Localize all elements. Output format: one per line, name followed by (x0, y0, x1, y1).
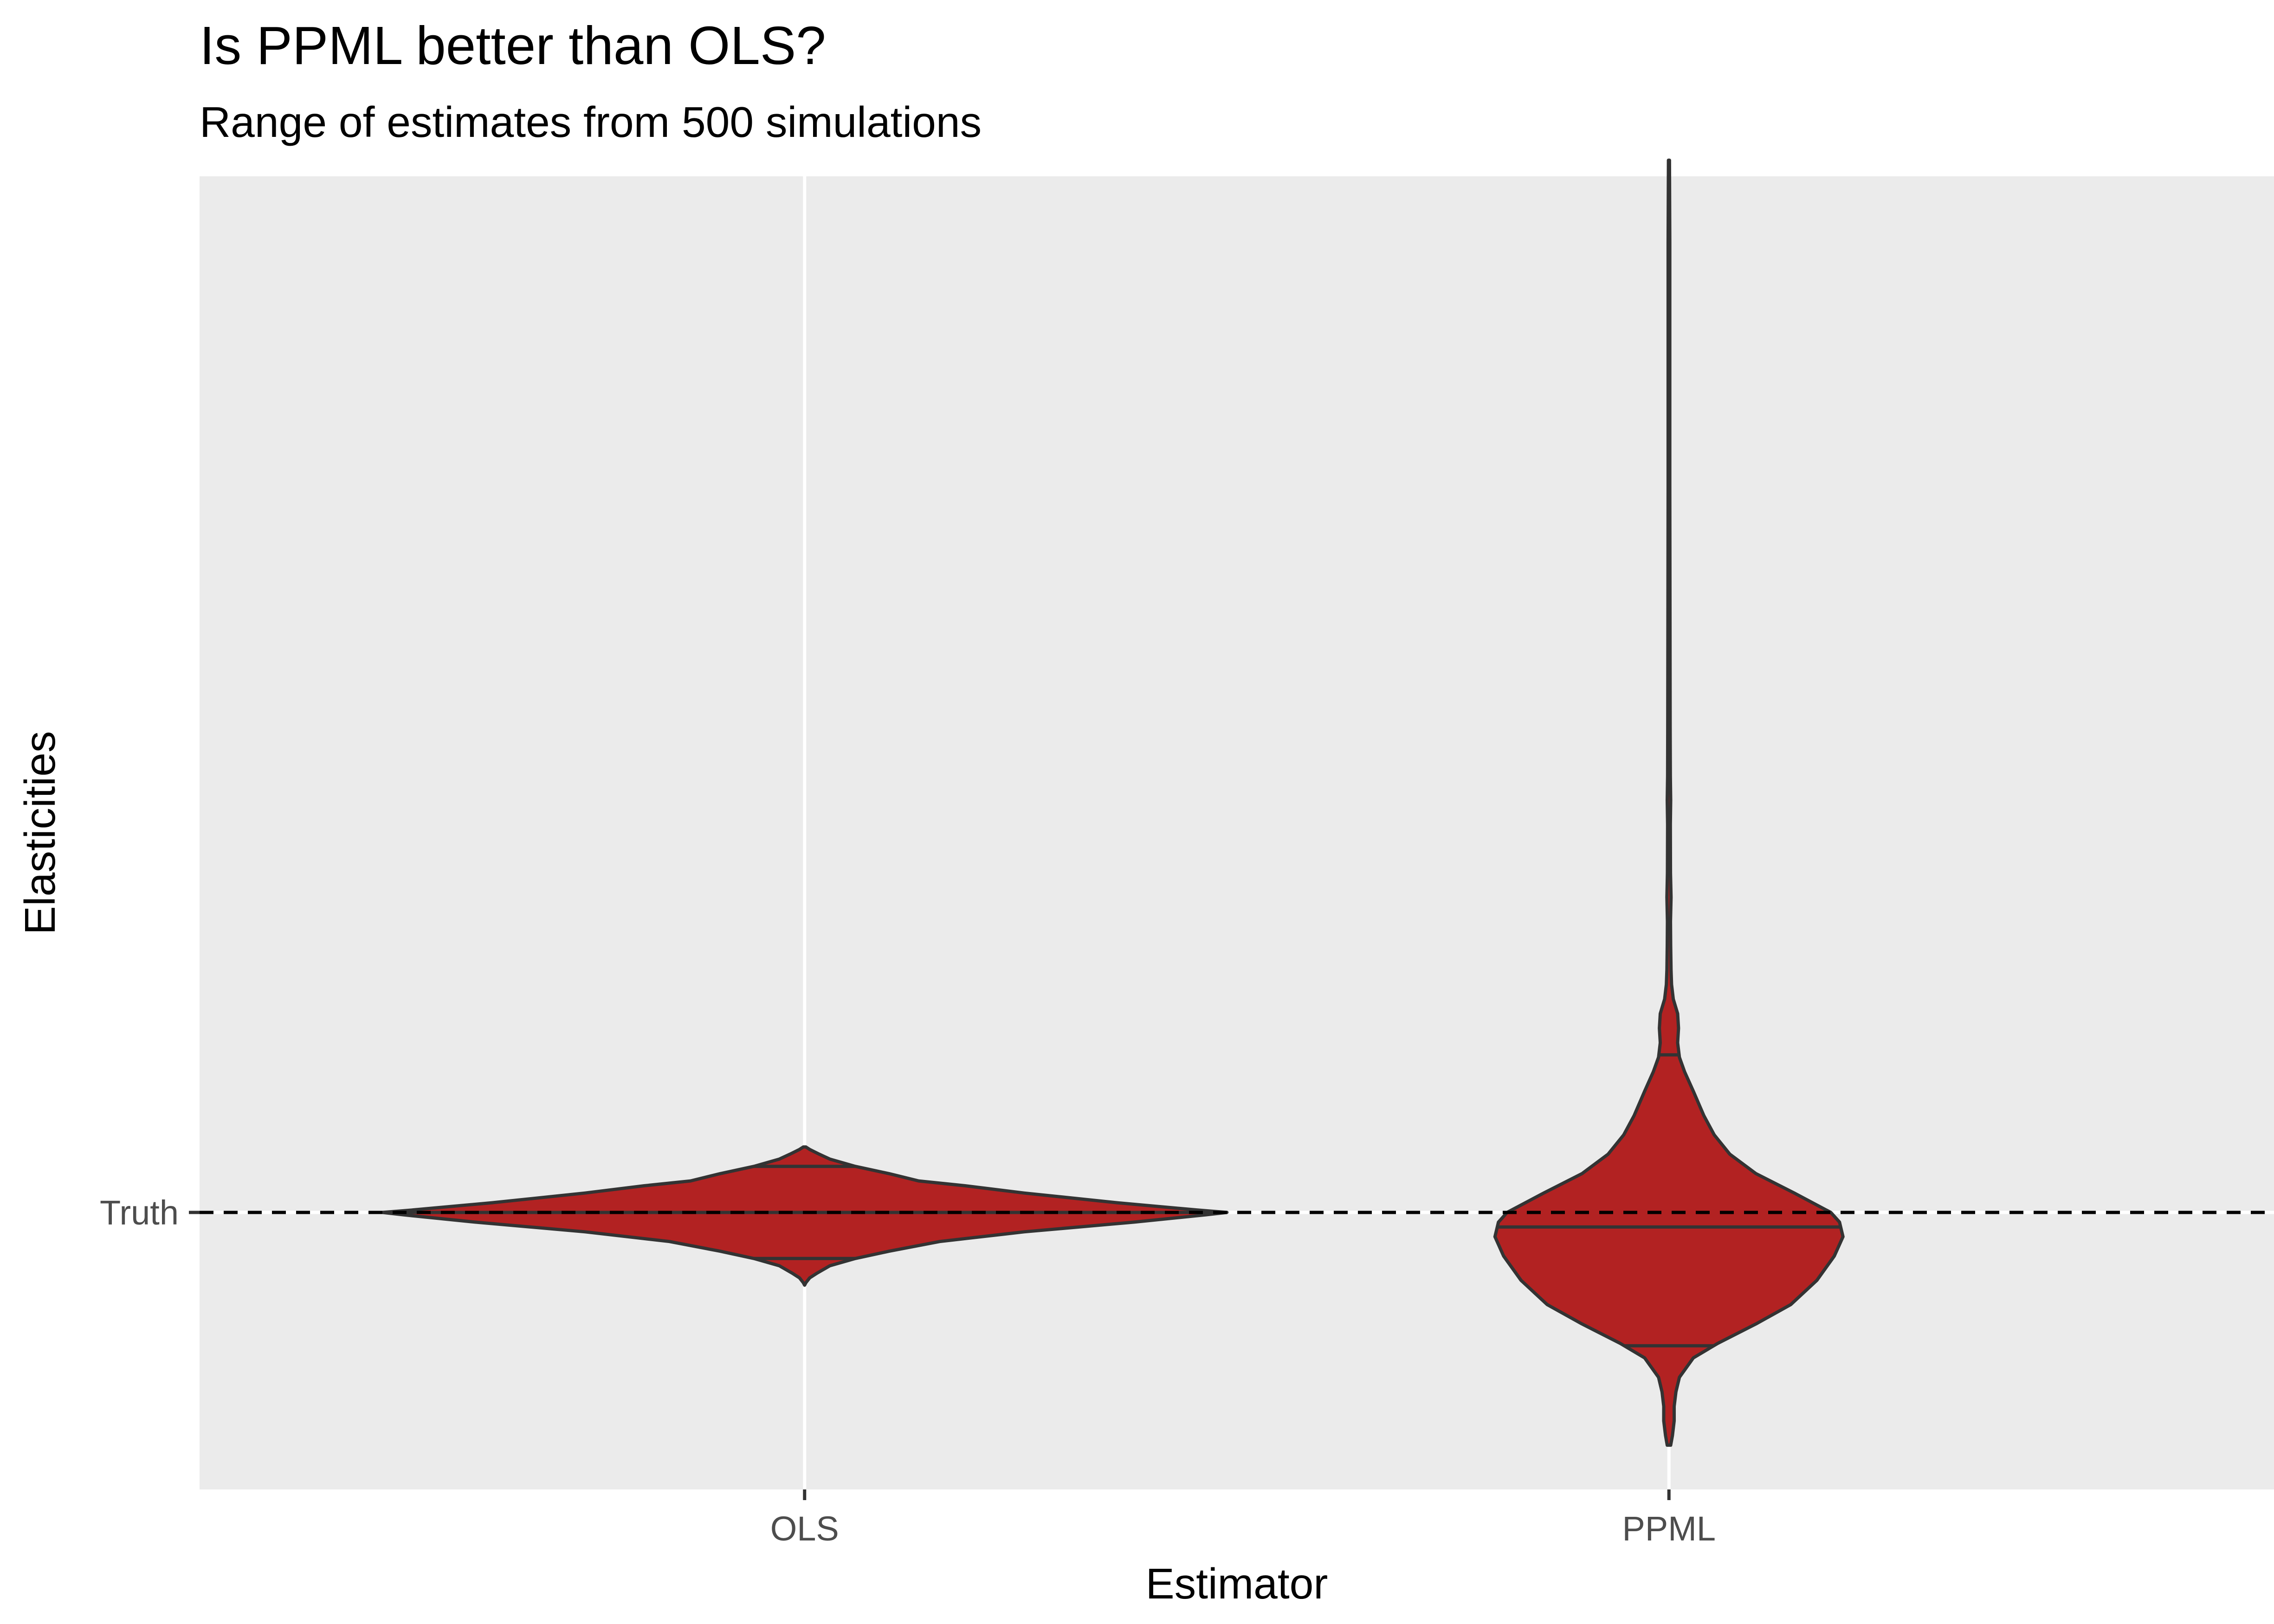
x-tick-label-ppml: PPML (1622, 1509, 1716, 1548)
violin-ols (381, 1145, 1229, 1287)
axes: OLS PPML Truth (100, 1193, 1716, 1548)
chart-subtitle: Range of estimates from 500 simulations (200, 98, 982, 146)
y-axis-title: Elasticities (16, 731, 64, 934)
plot-panel (200, 176, 2274, 1489)
x-tick-label-ols: OLS (770, 1509, 839, 1548)
violin-ppml (1493, 158, 1845, 1447)
chart-title: Is PPML better than OLS? (200, 15, 826, 76)
x-axis-title: Estimator (1146, 1560, 1328, 1608)
y-tick-label-truth: Truth (100, 1193, 179, 1232)
